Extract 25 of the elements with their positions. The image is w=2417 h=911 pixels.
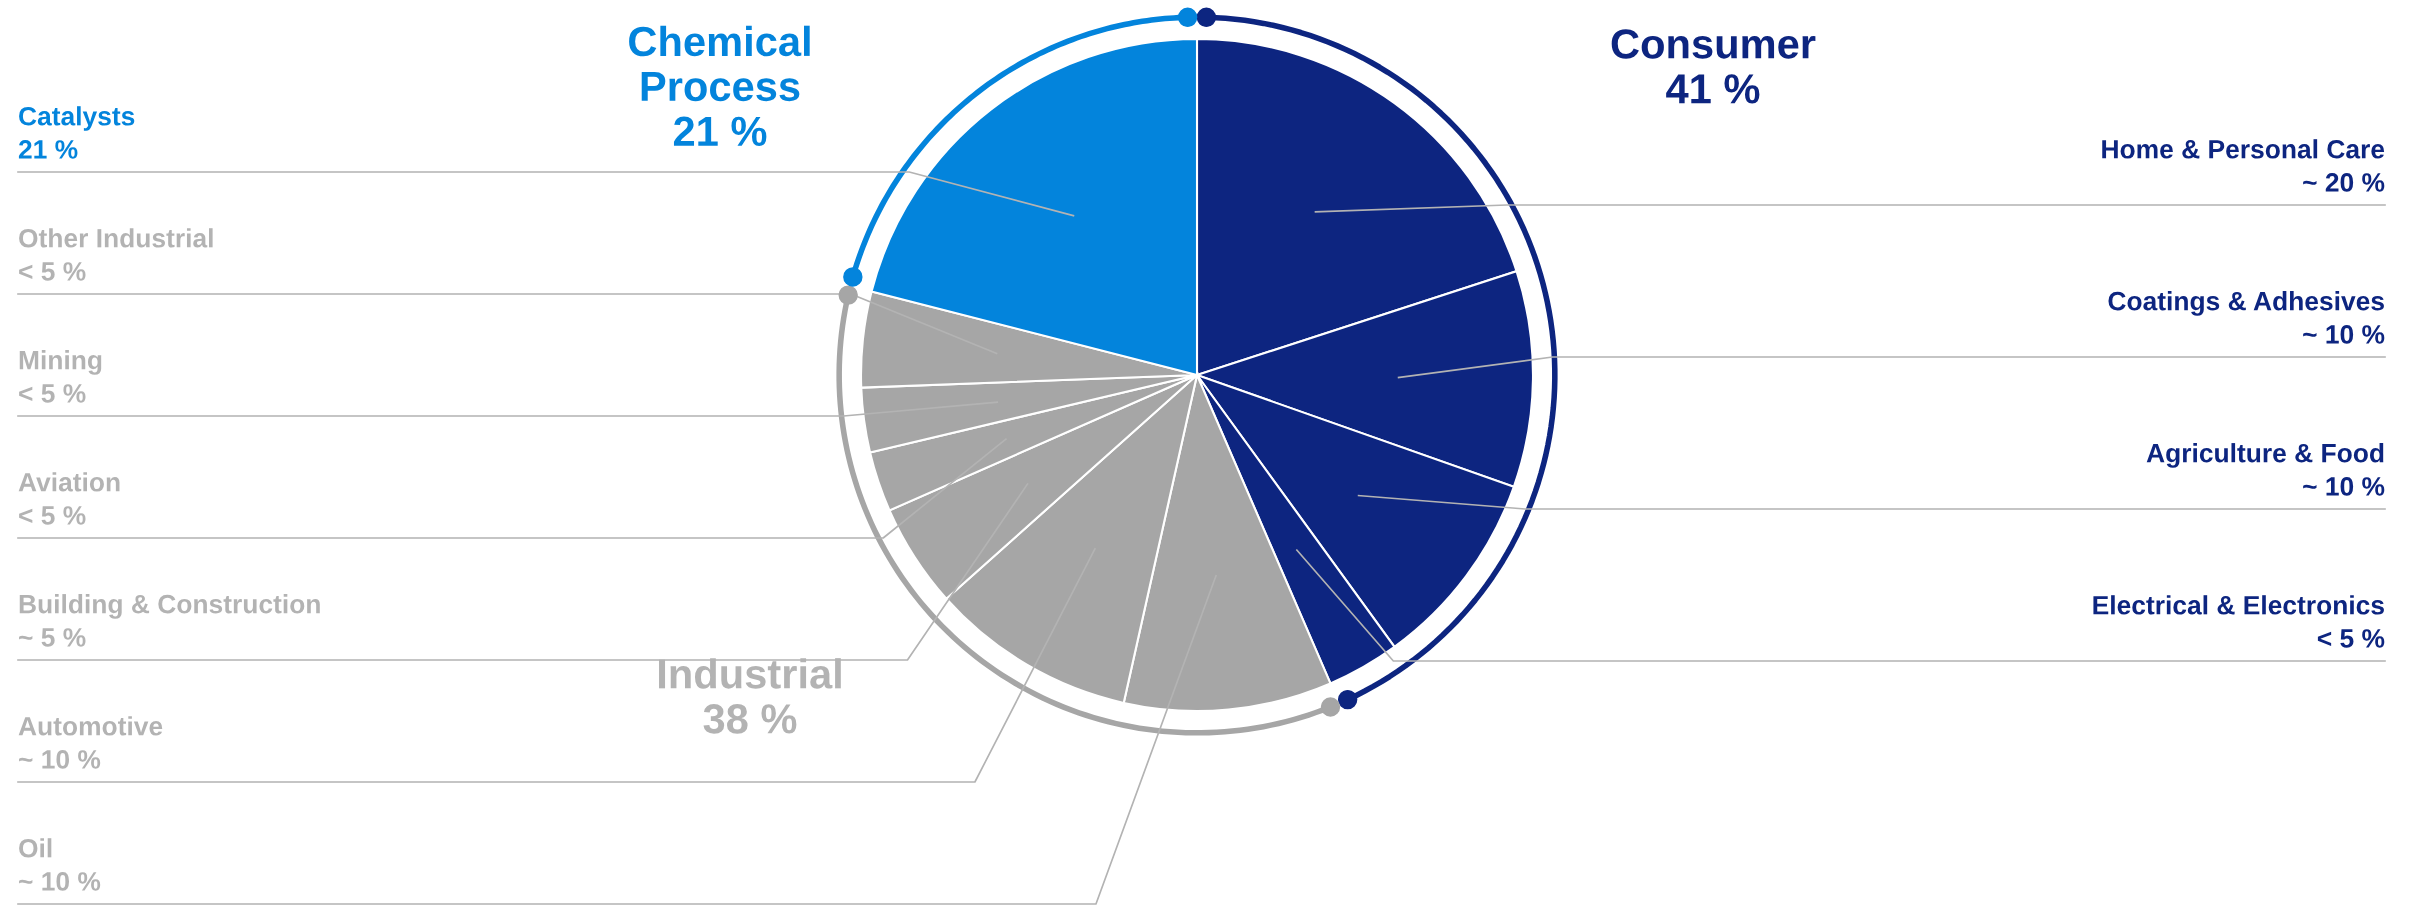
data-label: 21 % (18, 140, 78, 159)
text: Consumer 41 % (1611, 29, 1816, 104)
data-label: ~ 10 % (19, 872, 101, 891)
data-label: < 5 % (2317, 629, 2385, 648)
slice-label: Aviation (18, 472, 120, 492)
slice-label: Coatings & Adhesives (2108, 291, 2384, 316)
slice-label: Oil (19, 838, 52, 858)
data-label: ~ 10 % (2303, 325, 2385, 344)
data-label: ~ 5 % (19, 628, 86, 647)
slice-label: Catalysts (19, 106, 135, 131)
data-label: < 5 % (19, 506, 86, 525)
slice-label: Building & Construction (19, 594, 320, 619)
text: Chemical Process 21 % (629, 25, 810, 146)
slice-label: Home & Personal Care (2102, 139, 2385, 159)
slice-label: Automotive (18, 716, 163, 736)
slice-label: Other Industrial (19, 228, 213, 248)
data-label: ~ 10 % (19, 750, 101, 769)
slice-label: Electrical & Electronics (2093, 595, 2384, 615)
data-label: < 5 % (19, 384, 86, 403)
slice-label: Agriculture & Food (2146, 443, 2384, 468)
data-label: ~ 10 % (2303, 477, 2385, 496)
data-label: < 5 % (19, 262, 86, 281)
slice-label: Mining (19, 350, 102, 375)
data-label: ~ 20 % (2303, 173, 2385, 192)
text: Industrial 38 % (659, 658, 841, 734)
